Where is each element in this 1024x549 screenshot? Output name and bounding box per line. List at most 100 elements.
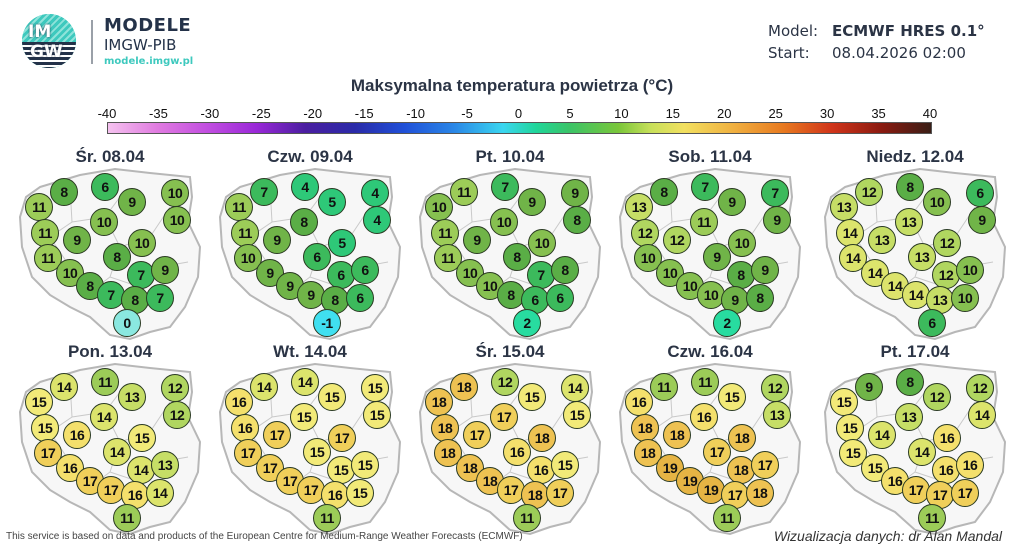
station-temperature-bubble: 9 (751, 256, 779, 284)
station-temperature-bubble: 18 (450, 373, 478, 401)
station-temperature-bubble: 10 (456, 259, 484, 287)
station-temperature-bubble: 14 (561, 374, 589, 402)
station-temperature-bubble: 19 (697, 476, 725, 504)
station-temperature-bubble: 10 (634, 244, 662, 272)
station-temperature-bubble: 6 (91, 173, 119, 201)
station-temperature-bubble: 12 (491, 368, 519, 396)
brand-url-link[interactable]: modele.imgw.pl (104, 56, 194, 67)
station-temperature-bubble: 18 (727, 456, 755, 484)
panel-date-title: Śr. 08.04 (75, 147, 145, 166)
station-temperature-bubble: 15 (363, 401, 391, 429)
station-temperature-bubble: 6 (346, 284, 374, 312)
station-temperature-bubble: 7 (691, 173, 719, 201)
station-temperature-bubble: 6 (546, 284, 574, 312)
station-temperature-bubble: 17 (490, 403, 518, 431)
station-temperature-bubble: 10 (528, 229, 556, 257)
colorbar-tick-label: -25 (251, 106, 271, 121)
station-temperature-bubble: 16 (956, 451, 984, 479)
station-temperature-bubble: 17 (546, 479, 574, 507)
station-temperature-bubble: 9 (763, 206, 791, 234)
model-label: Model: (768, 22, 819, 40)
station-temperature-bubble: 18 (434, 439, 462, 467)
station-temperature-bubble: 11 (918, 504, 946, 532)
station-temperature-bubble: 2 (513, 309, 541, 337)
station-temperature-bubble: 12 (161, 374, 189, 402)
station-temperature-bubble: 5 (318, 188, 346, 216)
station-temperature-bubble: 8 (650, 178, 678, 206)
station-temperature-bubble: 14 (90, 403, 118, 431)
forecast-panel-day: Czw. 09.04 7 4 4 11 5 8 4 11 9 5 10 6 9 6 6 9 9 8 6 -1 (210, 147, 410, 341)
station-temperature-bubble: 15 (31, 414, 59, 442)
colorbar-tick-label: 20 (717, 106, 732, 121)
station-temperature-bubble: 11 (450, 178, 478, 206)
model-info: Model: ECMWF HRES 0.1° Start: 08.04.2026 0… (768, 20, 985, 64)
colorbar-tick-label: 10 (614, 106, 629, 121)
station-temperature-bubble: 17 (463, 421, 491, 449)
station-temperature-bubble: 18 (528, 424, 556, 452)
station-temperature-bubble: 0 (113, 309, 141, 337)
colorbar-tick-label: -35 (149, 106, 168, 121)
station-temperature-bubble: 11 (231, 219, 259, 247)
station-temperature-bubble: 11 (690, 208, 718, 236)
station-temperature-bubble: 4 (363, 206, 391, 234)
start-value: 08.04.2026 02:00 (832, 44, 966, 62)
station-temperature-bubble: 13 (118, 383, 146, 411)
station-temperature-bubble: 6 (303, 243, 331, 271)
station-temperature-bubble: 17 (902, 476, 930, 504)
ecmwf-attribution: This service is based on data and produc… (6, 531, 523, 542)
station-temperature-bubble: 11 (225, 193, 253, 221)
station-temperature-bubble: 15 (25, 388, 53, 416)
station-temperature-bubble: 8 (563, 206, 591, 234)
station-temperature-bubble: 9 (561, 179, 589, 207)
station-temperature-bubble: 11 (313, 504, 341, 532)
panel-date-title: Niedz. 12.04 (866, 147, 964, 166)
colorbar-tick-label: 0 (514, 106, 523, 121)
forecast-panel-day: Wt. 14.04 14 14 15 16 15 15 15 16 17 17 17 15 17 15 15… (210, 342, 410, 536)
station-temperature-bubble: 16 (231, 414, 259, 442)
station-temperature-bubble: 16 (933, 424, 961, 452)
start-label: Start: (768, 44, 810, 62)
station-temperature-bubble: 10 (425, 193, 453, 221)
forecast-panel-day: Czw. 16.04 11 11 12 16 15 16 13 18 18 18 18 17 19 18 1… (610, 342, 810, 536)
station-temperature-bubble: 14 (103, 438, 131, 466)
station-temperature-bubble: 18 (431, 414, 459, 442)
panel-date-title: Czw. 16.04 (667, 342, 753, 361)
station-temperature-bubble: 11 (113, 504, 141, 532)
station-temperature-bubble: 7 (491, 173, 519, 201)
station-temperature-bubble: 7 (146, 284, 174, 312)
station-temperature-bubble: 7 (761, 179, 789, 207)
station-temperature-bubble: 15 (830, 388, 858, 416)
station-temperature-bubble: 16 (690, 403, 718, 431)
station-temperature-bubble: 15 (303, 438, 331, 466)
logo-text-bottom: GW (30, 42, 63, 62)
station-temperature-bubble: 16 (503, 438, 531, 466)
station-temperature-bubble: 9 (151, 256, 179, 284)
station-temperature-bubble: 17 (497, 476, 525, 504)
station-temperature-bubble: 10 (956, 256, 984, 284)
logo-lower-band (22, 42, 76, 68)
imgw-logo: IM GW (22, 14, 76, 68)
station-temperature-bubble: 11 (713, 504, 741, 532)
station-temperature-bubble: 10 (951, 284, 979, 312)
station-temperature-bubble: 15 (290, 403, 318, 431)
station-temperature-bubble: 14 (50, 373, 78, 401)
station-temperature-bubble: 14 (291, 368, 319, 396)
station-temperature-bubble: 9 (703, 243, 731, 271)
station-temperature-bubble: 15 (518, 383, 546, 411)
station-temperature-bubble: 9 (855, 373, 883, 401)
forecast-panel-day: Pon. 13.04 14 11 12 15 13 14 12 15 16 15 17 14 16 14 1… (10, 342, 210, 536)
station-temperature-bubble: 5 (328, 229, 356, 257)
forecast-panel-day: Pt. 17.04 9 8 12 15 12 13 14 15 14 16 15 14 15 16 16 16… (815, 342, 1015, 536)
colorbar-tick-label: -10 (406, 106, 426, 121)
station-temperature-bubble: 16 (625, 388, 653, 416)
station-temperature-bubble: 17 (263, 421, 291, 449)
station-temperature-bubble: 14 (868, 421, 896, 449)
station-temperature-bubble: 14 (908, 438, 936, 466)
station-temperature-bubble: 16 (225, 388, 253, 416)
station-temperature-bubble: 8 (497, 281, 525, 309)
station-temperature-bubble: 12 (923, 383, 951, 411)
station-temperature-bubble: 13 (151, 451, 179, 479)
logo-text-top: IM (28, 22, 52, 42)
station-temperature-bubble: 6 (918, 309, 946, 337)
station-temperature-bubble: 12 (163, 401, 191, 429)
